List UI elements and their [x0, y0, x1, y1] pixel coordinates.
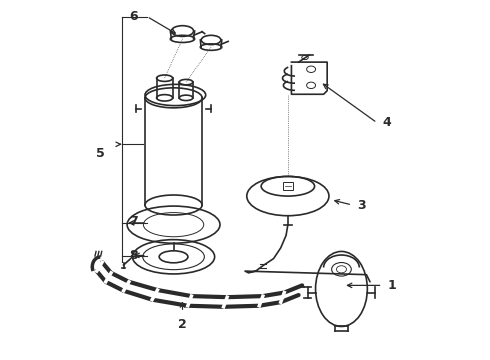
Text: 6: 6 [129, 10, 138, 23]
Text: 1: 1 [388, 279, 396, 292]
Text: 8: 8 [129, 248, 138, 261]
Text: 2: 2 [178, 318, 187, 331]
Text: 4: 4 [383, 116, 392, 129]
Text: 3: 3 [358, 198, 366, 212]
Text: 7: 7 [129, 215, 138, 228]
Text: 5: 5 [96, 147, 105, 160]
Bar [283, 182, 293, 190]
